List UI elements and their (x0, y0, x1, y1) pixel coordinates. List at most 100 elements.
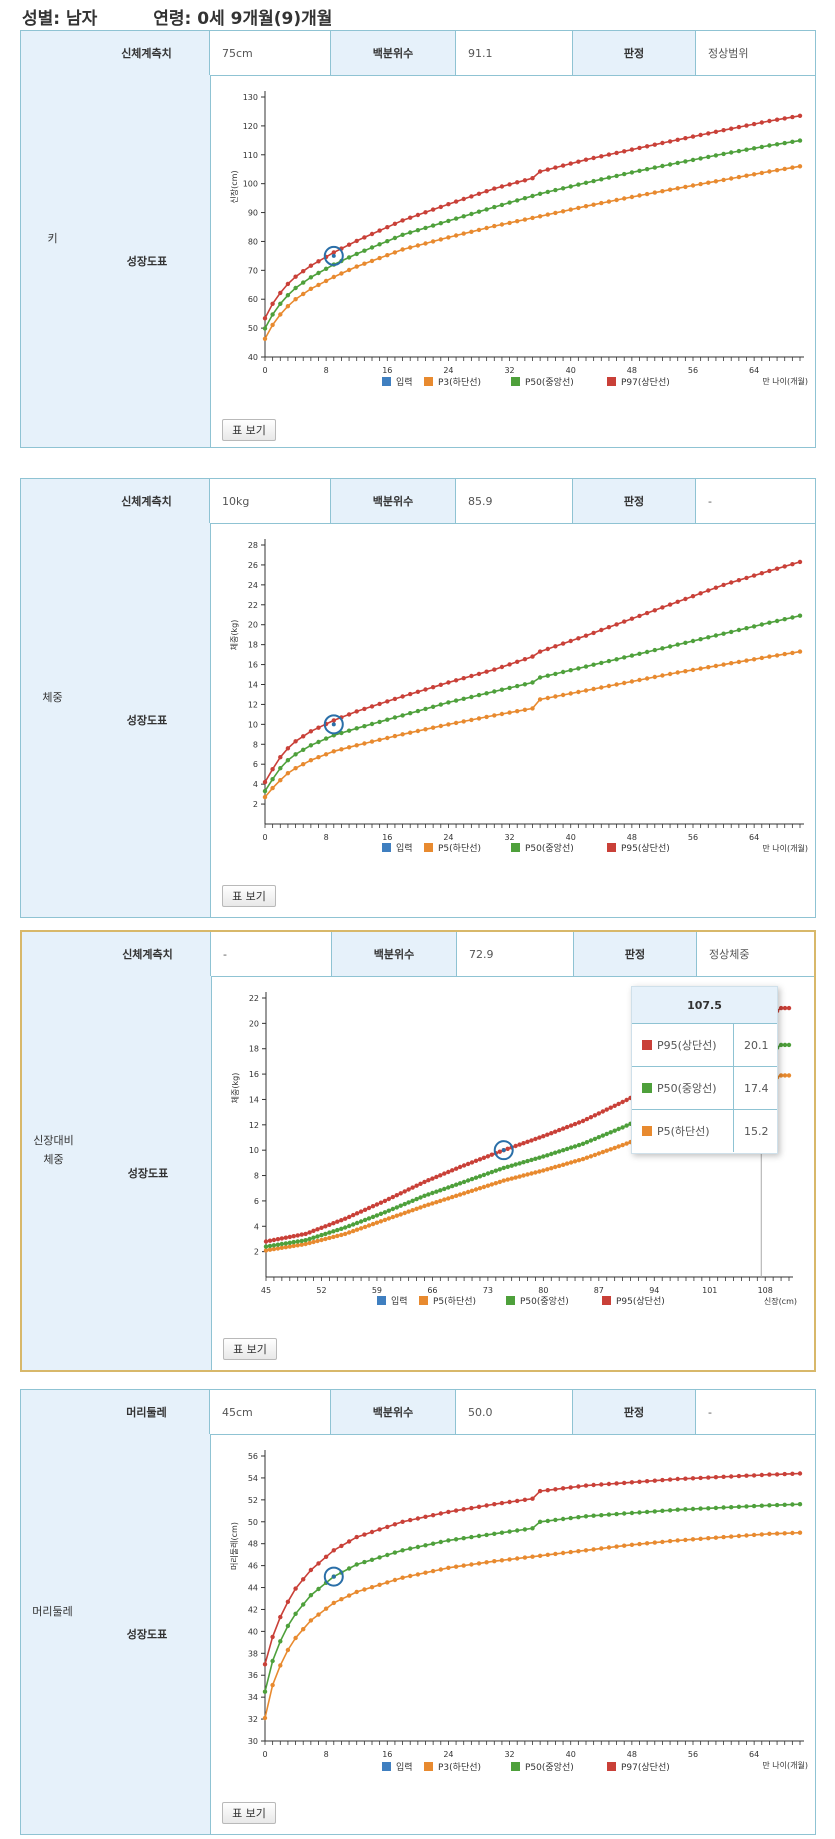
input-marker (323, 1566, 344, 1587)
data-point (533, 1136, 538, 1142)
data-point (706, 1475, 711, 1480)
data-point (751, 624, 757, 629)
data-point (560, 209, 566, 214)
y-tick-label: 22 (248, 601, 258, 610)
data-point (606, 658, 612, 664)
data-point (698, 132, 703, 138)
data-point (580, 1156, 586, 1162)
data-point (323, 1224, 328, 1229)
data-point (505, 1177, 510, 1182)
data-point (667, 1538, 673, 1544)
data-point (461, 214, 466, 219)
data-point (729, 1534, 734, 1539)
data-point (545, 1552, 550, 1557)
table-view-button[interactable]: 표 보기 (222, 885, 276, 907)
data-point (652, 142, 657, 147)
data-point (584, 1140, 590, 1145)
data-point (616, 1126, 621, 1132)
y-tick-label: 26 (248, 561, 258, 570)
measure-label: 신체계측치 (85, 932, 211, 976)
data-point (667, 1477, 673, 1482)
data-point (599, 1546, 604, 1551)
data-point (622, 1511, 627, 1516)
data-point (675, 1538, 680, 1543)
data-point (660, 163, 665, 169)
data-point (415, 1516, 421, 1521)
data-point (564, 1124, 570, 1130)
data-point (561, 1162, 566, 1167)
data-point (438, 723, 443, 729)
x-tick-label: 24 (443, 1750, 453, 1759)
data-point (675, 1476, 680, 1482)
data-point (606, 683, 612, 689)
data-point (481, 1155, 487, 1160)
data-point (790, 1502, 795, 1507)
data-point (541, 1134, 546, 1139)
data-point (316, 1612, 321, 1617)
data-point (568, 1515, 573, 1521)
data-point (767, 654, 772, 659)
chart-area: 2 4 6 8 10 12 14 16 18 20 22 45 52 59 66 73 80 87 94 101 108… (211, 976, 814, 1370)
data-point (549, 1151, 554, 1157)
table-view-button[interactable]: 표 보기 (222, 419, 276, 441)
data-point (374, 1213, 380, 1218)
data-point (614, 1511, 619, 1517)
data-point (683, 1507, 688, 1512)
y-tick-label: 14 (249, 1095, 259, 1104)
table-view-button[interactable]: 표 보기 (223, 1338, 277, 1360)
data-point (644, 144, 650, 149)
data-point (529, 1157, 534, 1163)
y-axis-title: 머리둘레(cm) (230, 1522, 239, 1570)
data-point (583, 633, 589, 638)
table-view-button[interactable]: 표 보기 (222, 1802, 276, 1824)
data-point (453, 698, 459, 703)
data-point (629, 679, 635, 684)
data-point (515, 1528, 520, 1533)
data-point (660, 1539, 665, 1545)
x-tick-label: 52 (316, 1286, 326, 1295)
data-point (400, 713, 405, 718)
data-point (568, 184, 573, 189)
data-point (461, 1536, 466, 1541)
data-point (446, 1538, 451, 1543)
data-point (513, 1175, 518, 1180)
judgment-value: - (708, 494, 712, 508)
data-point (414, 1183, 419, 1188)
data-point (414, 1206, 419, 1211)
x-tick-label: 64 (749, 1750, 759, 1759)
data-point (331, 1229, 336, 1234)
data-point (612, 1128, 617, 1133)
data-point (394, 1205, 399, 1210)
data-point (522, 196, 528, 201)
data-point (415, 243, 421, 248)
data-point (507, 1529, 512, 1534)
data-point (530, 176, 535, 181)
data-point (426, 1202, 431, 1207)
data-point (465, 1189, 471, 1195)
data-point (497, 1167, 502, 1172)
data-point (476, 671, 482, 677)
data-point (690, 157, 696, 163)
data-point (774, 142, 780, 147)
data-point (644, 167, 650, 172)
data-point (287, 1240, 292, 1245)
data-point (652, 1509, 657, 1514)
data-point (291, 1234, 296, 1239)
data-point (434, 1200, 439, 1205)
chart-label: 성장도표 (84, 523, 211, 917)
data-point (591, 155, 596, 161)
data-point (408, 691, 413, 697)
data-point (301, 291, 306, 297)
y-tick-label: 42 (248, 1605, 258, 1614)
data-point (278, 312, 283, 317)
data-point (430, 1513, 436, 1518)
data-point (522, 682, 528, 687)
data-point (576, 666, 581, 671)
data-point (622, 149, 627, 154)
data-point (354, 709, 359, 714)
data-point (354, 1562, 359, 1567)
x-tick-label: 56 (688, 1750, 698, 1759)
data-point (521, 1173, 526, 1178)
data-point (782, 617, 787, 622)
data-point (537, 697, 543, 702)
